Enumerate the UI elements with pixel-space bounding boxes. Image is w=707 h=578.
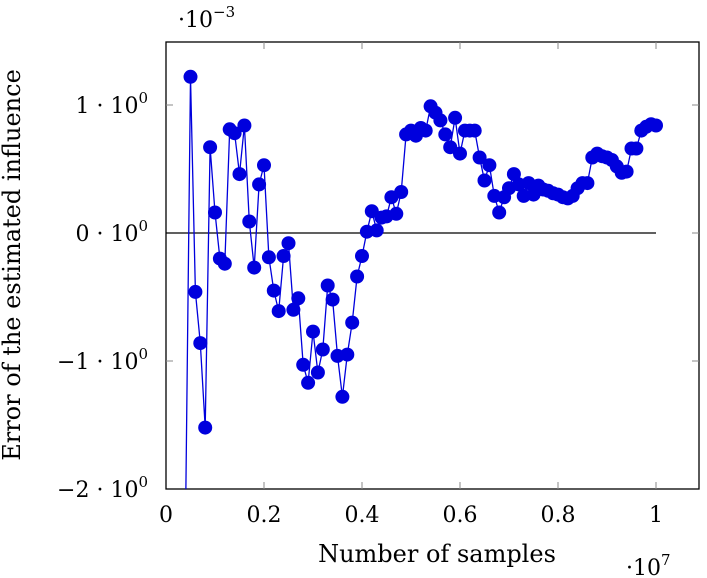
data-point-marker: [291, 291, 306, 306]
data-point-marker: [281, 236, 296, 251]
data-point-marker: [629, 141, 644, 156]
data-point-marker: [179, 508, 193, 522]
data-point-marker: [433, 113, 448, 128]
y-tick-labels: 1 · 100 0 · 100 −1 · 100 −2 · 100: [57, 89, 148, 503]
data-point-marker: [345, 315, 360, 330]
data-point-marker: [394, 185, 409, 199]
data-point-marker: [301, 375, 316, 390]
data-point-marker: [247, 260, 262, 275]
data-point-marker: [296, 357, 311, 372]
data-point-marker: [453, 146, 467, 161]
data-point-marker: [203, 140, 218, 155]
data-point-marker: [198, 420, 213, 435]
x-axis-label: Number of samples: [318, 540, 556, 568]
data-point-marker: [448, 110, 463, 125]
x-tick-label: 0.8: [541, 503, 576, 528]
x-tick-label: 0.6: [443, 503, 478, 528]
data-point-marker: [467, 123, 482, 138]
data-point-marker: [276, 249, 291, 263]
data-point-marker: [472, 150, 487, 165]
data-point-marker: [335, 389, 350, 404]
data-point-marker: [389, 206, 404, 221]
data-point-marker: [369, 223, 384, 238]
y-tick-label: −2 · 100: [57, 473, 148, 503]
data-point-marker: [183, 69, 198, 84]
y-tick-label: 0 · 100: [75, 217, 148, 247]
data-point-marker: [286, 302, 301, 317]
x-tick-labels: 0 0.2 0.4 0.6 0.8 1: [159, 503, 663, 528]
y-axis-label: Error of the estimated influence: [0, 69, 26, 461]
data-point-marker: [438, 127, 453, 142]
data-point-marker: [242, 214, 257, 229]
x-axis-ticks: [263, 42, 657, 489]
data-point-marker: [257, 158, 271, 173]
y-scale-multiplier: ·10−3: [178, 3, 235, 33]
data-point-marker: [208, 205, 222, 220]
data-point-marker: [306, 324, 320, 339]
x-tick-label: 1: [649, 503, 663, 528]
data-point-marker: [266, 283, 281, 298]
data-point-marker: [315, 342, 330, 357]
data-point-marker: [188, 284, 203, 299]
error-series-markers: [179, 69, 663, 522]
data-point-marker: [350, 269, 365, 284]
data-point-marker: [580, 176, 595, 191]
x-tick-label: 0.2: [247, 503, 282, 528]
data-point-marker: [237, 118, 252, 133]
data-point-marker: [325, 292, 340, 307]
data-point-marker: [477, 173, 492, 188]
data-point-marker: [340, 347, 355, 362]
data-point-marker: [492, 205, 507, 220]
data-point-marker: [619, 164, 634, 179]
data-point-marker: [232, 167, 247, 182]
data-point-marker: [482, 158, 497, 173]
data-point-marker: [227, 126, 242, 141]
data-point-marker: [320, 278, 335, 293]
data-point-marker: [649, 118, 663, 133]
y-tick-label: −1 · 100: [57, 345, 148, 375]
data-point-marker: [418, 123, 433, 138]
data-point-marker: [252, 177, 267, 192]
data-point-marker: [310, 365, 325, 380]
data-point-marker: [193, 336, 208, 351]
y-axis-ticks: [166, 104, 699, 362]
x-tick-label: 0: [159, 503, 173, 528]
y-tick-label: 1 · 100: [75, 89, 148, 119]
x-scale-multiplier: ·107: [626, 551, 671, 578]
data-point-marker: [261, 250, 276, 265]
data-point-marker: [271, 304, 286, 319]
data-point-marker: [217, 256, 232, 271]
data-point-marker: [355, 249, 369, 263]
x-tick-label: 0.4: [345, 503, 380, 528]
